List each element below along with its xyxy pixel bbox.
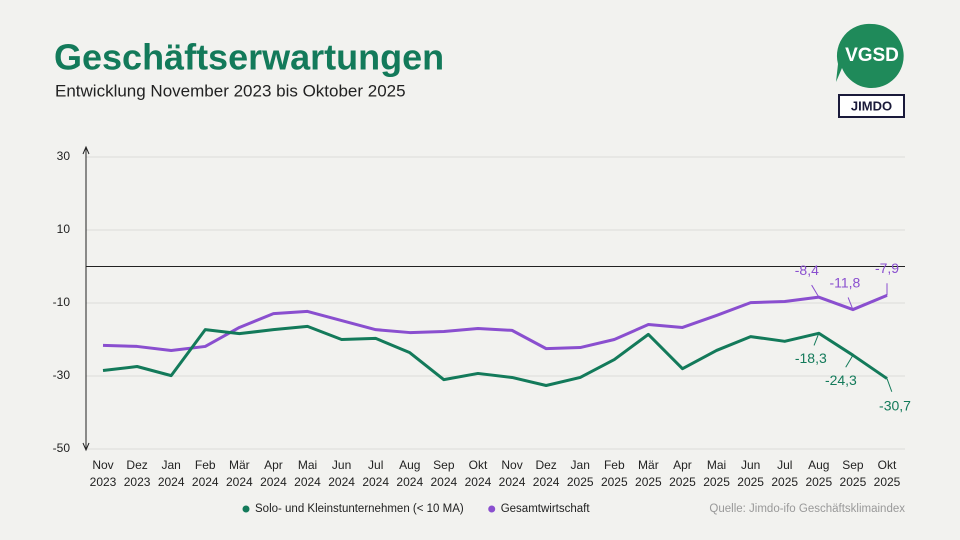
- value-label: -8,4: [795, 262, 819, 278]
- axis-arrow: [82, 145, 90, 452]
- legend-marker: [242, 505, 250, 513]
- label-leader: [847, 297, 854, 310]
- label-leader: [845, 354, 854, 368]
- x-tick-label: Mai 2024: [294, 458, 321, 489]
- series-line: [102, 324, 888, 387]
- x-tick-label: Apr 2025: [669, 458, 696, 489]
- legend-label: Gesamtwirtschaft: [501, 503, 591, 515]
- x-tick-label: Nov 2023: [89, 458, 117, 489]
- x-tick-label: Aug 2024: [396, 458, 424, 489]
- logo-shape: [836, 23, 904, 88]
- chart-title: Geschäftserwartungen: [54, 37, 444, 78]
- x-tick-label: Mär 2024: [225, 458, 253, 489]
- y-tick-label: -10: [53, 295, 71, 309]
- value-label: -18,3: [795, 350, 827, 366]
- label-leader: [811, 284, 820, 298]
- logo-text: VGSD: [845, 45, 899, 66]
- x-tick-label: Sep 2024: [430, 458, 458, 489]
- y-tick-label: 10: [57, 222, 71, 236]
- x-tick-label: Dez 2024: [532, 458, 560, 489]
- series-line: [102, 293, 888, 352]
- x-tick-label: Jun 2025: [737, 458, 764, 489]
- y-tick-label: 30: [57, 149, 71, 163]
- chart-subtitle: Entwicklung November 2023 bis Oktober 20…: [55, 81, 406, 100]
- x-tick-label: Jan 2025: [566, 458, 594, 489]
- x-tick-label: Dez 2023: [123, 458, 151, 489]
- x-tick-label: Jun 2024: [328, 458, 355, 489]
- value-label: -24,3: [825, 372, 857, 388]
- source: Quelle: Jimdo-ifo Geschäftsklimaindex: [709, 503, 905, 515]
- logo-box: [838, 94, 905, 118]
- x-tick-label: Okt 2024: [464, 458, 492, 489]
- y-tick-label: -30: [53, 368, 71, 382]
- x-tick-label: Jul 2024: [362, 458, 390, 489]
- x-tick-label: Sep 2025: [839, 458, 867, 489]
- value-label: -7,9: [875, 260, 899, 276]
- x-tick-label: Feb 2024: [191, 458, 219, 489]
- value-label: -11,8: [829, 274, 860, 290]
- x-tick-label: Okt 2025: [873, 458, 901, 489]
- label-leader: [886, 378, 893, 392]
- x-tick-label: Mai 2025: [703, 458, 730, 489]
- y-tick-label: -50: [53, 441, 71, 455]
- legend-label: Solo- und Kleinstunternehmen (< 10 MA): [255, 503, 464, 515]
- x-tick-label: Aug 2025: [805, 458, 833, 489]
- legend-marker: [488, 505, 496, 513]
- logo-text: JIMDO: [851, 98, 892, 113]
- logo: VGSD JIMDO: [836, 23, 905, 118]
- x-tick-label: Apr 2024: [260, 458, 287, 489]
- x-tick-label: Jul 2025: [771, 458, 799, 489]
- x-tick-label: Nov 2024: [498, 458, 526, 489]
- x-tick-label: Feb 2025: [600, 458, 628, 489]
- x-tick-label: Jan 2024: [157, 458, 185, 489]
- label-leader: [813, 333, 820, 346]
- value-label: -30,7: [879, 397, 911, 413]
- x-tick-label: Mär 2025: [635, 458, 662, 489]
